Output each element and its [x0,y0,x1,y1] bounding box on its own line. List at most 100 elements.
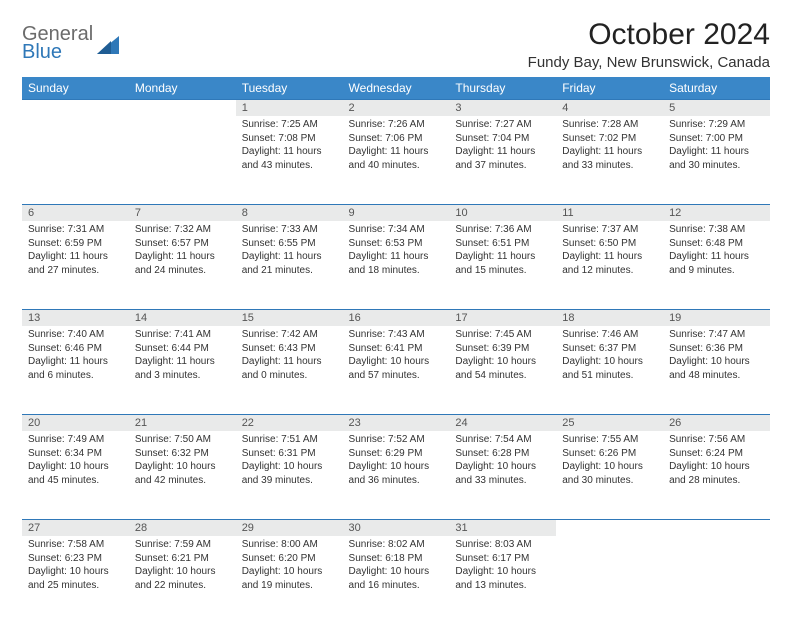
day-number-empty [663,519,770,536]
sunrise-text: Sunrise: 7:38 AM [669,223,764,237]
week-row: Sunrise: 7:58 AMSunset: 6:23 PM Daylight:… [22,536,770,624]
day-number: 1 [236,99,343,116]
day-number: 17 [449,309,556,326]
day-cell: Sunrise: 7:41 AMSunset: 6:44 PMDaylight:… [129,326,236,414]
daynum-cell [663,519,770,536]
daynum-cell: 22 [236,414,343,431]
sunrise-text: Sunrise: 7:58 AM [28,538,123,552]
day-number: 19 [663,309,770,326]
daynum-cell [556,519,663,536]
daylight-text: Daylight: 11 hours and 27 minutes. [28,250,123,277]
sunrise-text: Sunrise: 7:51 AM [242,433,337,447]
sunset-text: Sunset: 6:48 PM [669,237,764,251]
day-cell: Sunrise: 7:38 AMSunset: 6:48 PMDaylight:… [663,221,770,309]
day-number: 6 [22,204,129,221]
day-cell: Sunrise: 7:36 AMSunset: 6:51 PMDaylight:… [449,221,556,309]
sunset-text: Sunset: 6:37 PM [562,342,657,356]
day-details: Sunrise: 7:40 AMSunset: 6:46 PMDaylight:… [22,326,129,386]
weekday-header: Friday [556,77,663,99]
day-number: 10 [449,204,556,221]
day-cell: Sunrise: 7:34 AMSunset: 6:53 PMDaylight:… [343,221,450,309]
daylight-text: Daylight: 11 hours and 18 minutes. [349,250,444,277]
sunrise-text: Sunrise: 7:54 AM [455,433,550,447]
sunset-text: Sunset: 7:00 PM [669,132,764,146]
sunrise-text: Sunrise: 8:00 AM [242,538,337,552]
calendar-table: SundayMondayTuesdayWednesdayThursdayFrid… [22,77,770,624]
daynum-cell: 14 [129,309,236,326]
daynum-cell: 16 [343,309,450,326]
sunrise-text: Sunrise: 7:40 AM [28,328,123,342]
day-details: Sunrise: 7:50 AMSunset: 6:32 PMDaylight:… [129,431,236,491]
daynum-cell: 30 [343,519,450,536]
daynum-cell: 7 [129,204,236,221]
daynum-cell: 2 [343,99,450,116]
day-details: Sunrise: 7:31 AMSunset: 6:59 PMDaylight:… [22,221,129,281]
sunrise-text: Sunrise: 8:02 AM [349,538,444,552]
week-row: Sunrise: 7:49 AMSunset: 6:34 PMDaylight:… [22,431,770,519]
weekday-header: Saturday [663,77,770,99]
sunset-text: Sunset: 6:55 PM [242,237,337,251]
brand-logo: General Blue [22,18,119,62]
week-row: Sunrise: 7:31 AMSunset: 6:59 PMDaylight:… [22,221,770,309]
day-cell: Sunrise: 7:58 AMSunset: 6:23 PMDaylight:… [22,536,129,624]
day-cell [556,536,663,624]
sunset-text: Sunset: 6:59 PM [28,237,123,251]
daynum-cell: 8 [236,204,343,221]
sunset-text: Sunset: 7:02 PM [562,132,657,146]
calendar-head: SundayMondayTuesdayWednesdayThursdayFrid… [22,77,770,99]
day-number: 20 [22,414,129,431]
daylight-text: Daylight: 11 hours and 0 minutes. [242,355,337,382]
daynum-cell: 20 [22,414,129,431]
daylight-text: Daylight: 11 hours and 12 minutes. [562,250,657,277]
day-number: 31 [449,519,556,536]
day-number: 25 [556,414,663,431]
sunset-text: Sunset: 6:41 PM [349,342,444,356]
sunset-text: Sunset: 6:50 PM [562,237,657,251]
daynum-row: 6789101112 [22,204,770,221]
location-subtitle: Fundy Bay, New Brunswick, Canada [528,54,770,71]
sunrise-text: Sunrise: 7:29 AM [669,118,764,132]
sunset-text: Sunset: 6:21 PM [135,552,230,566]
day-cell: Sunrise: 7:47 AMSunset: 6:36 PMDaylight:… [663,326,770,414]
day-details: Sunrise: 7:52 AMSunset: 6:29 PMDaylight:… [343,431,450,491]
daynum-cell: 10 [449,204,556,221]
sunrise-text: Sunrise: 7:26 AM [349,118,444,132]
day-number: 13 [22,309,129,326]
day-number: 27 [22,519,129,536]
day-cell: Sunrise: 7:54 AMSunset: 6:28 PMDaylight:… [449,431,556,519]
daylight-text: Daylight: 10 hours and 54 minutes. [455,355,550,382]
sunset-text: Sunset: 6:23 PM [28,552,123,566]
weekday-header: Thursday [449,77,556,99]
daynum-cell: 13 [22,309,129,326]
sunset-text: Sunset: 7:06 PM [349,132,444,146]
weekday-header: Monday [129,77,236,99]
sunrise-text: Sunrise: 7:47 AM [669,328,764,342]
day-cell: Sunrise: 7:31 AMSunset: 6:59 PMDaylight:… [22,221,129,309]
day-number: 12 [663,204,770,221]
day-details: Sunrise: 7:36 AMSunset: 6:51 PMDaylight:… [449,221,556,281]
daylight-text: Daylight: 10 hours and 36 minutes. [349,460,444,487]
daylight-text: Daylight: 11 hours and 33 minutes. [562,145,657,172]
weekday-header: Tuesday [236,77,343,99]
day-details: Sunrise: 7:26 AMSunset: 7:06 PMDaylight:… [343,116,450,176]
day-number: 15 [236,309,343,326]
sunrise-text: Sunrise: 7:32 AM [135,223,230,237]
day-details: Sunrise: 7:37 AMSunset: 6:50 PMDaylight:… [556,221,663,281]
day-cell: Sunrise: 7:25 AMSunset: 7:08 PMDaylight:… [236,116,343,204]
brand-part2: Blue [22,42,93,62]
day-cell: Sunrise: 7:43 AMSunset: 6:41 PMDaylight:… [343,326,450,414]
day-number: 21 [129,414,236,431]
day-cell: Sunrise: 7:49 AMSunset: 6:34 PMDaylight:… [22,431,129,519]
daynum-row: 13141516171819 [22,309,770,326]
day-details: Sunrise: 7:51 AMSunset: 6:31 PMDaylight:… [236,431,343,491]
sunset-text: Sunset: 6:28 PM [455,447,550,461]
daynum-cell [22,99,129,116]
day-cell: Sunrise: 7:52 AMSunset: 6:29 PMDaylight:… [343,431,450,519]
day-cell: Sunrise: 7:37 AMSunset: 6:50 PMDaylight:… [556,221,663,309]
day-details: Sunrise: 8:03 AMSunset: 6:17 PMDaylight:… [449,536,556,596]
day-cell: Sunrise: 7:42 AMSunset: 6:43 PMDaylight:… [236,326,343,414]
day-cell: Sunrise: 7:29 AMSunset: 7:00 PMDaylight:… [663,116,770,204]
daynum-cell: 24 [449,414,556,431]
daylight-text: Daylight: 10 hours and 13 minutes. [455,565,550,592]
sunrise-text: Sunrise: 7:31 AM [28,223,123,237]
